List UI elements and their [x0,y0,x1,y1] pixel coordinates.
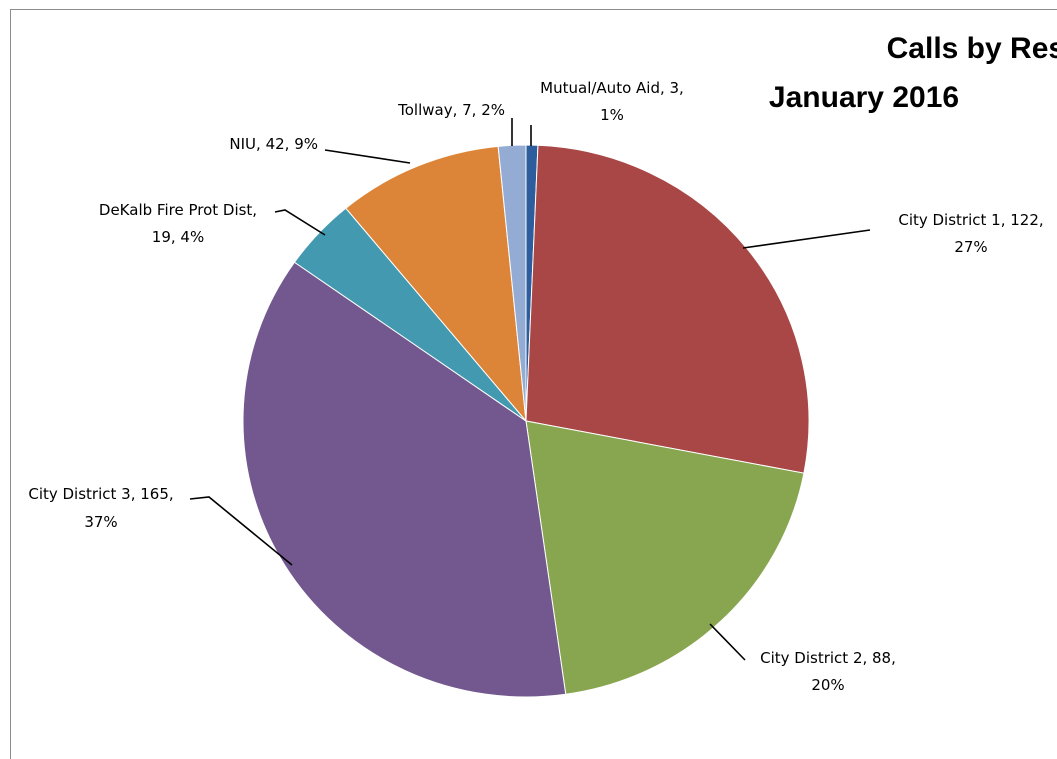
data-label-2-line-1: City District 1, 122, [898,211,1043,229]
data-label-6-line-1: NIU, 42, 9% [229,135,318,153]
data-label-2-line-2: 27% [954,238,987,256]
leader-line-3 [709,623,746,661]
leader-line-5 [274,209,326,236]
data-label-3-line-1: City District 2, 88, [760,649,896,667]
pie-slices [242,144,810,698]
data-label-4-line-1: City District 3, 165, [28,485,173,503]
data-labels: Mutual/Auto Aid, 3, 1% City District 1, 12… [28,79,1043,694]
data-label-7-line-1: Tollway, 7, 2% [397,101,505,119]
data-label-1-line-2: 1% [600,106,624,124]
data-label-1-line-1: Mutual/Auto Aid, 3, [540,79,684,97]
data-label-4-line-2: 37% [84,513,117,531]
chart-title-line-2: January 2016 [769,81,959,114]
pie-slice-city-district-3 [242,261,567,698]
leader-line-6 [324,149,411,164]
leader-line-2 [742,229,871,249]
chart-title-line-1: Calls by Response Area [887,32,1057,65]
leader-lines [189,118,871,661]
pie-slice-city-district-1 [525,144,810,474]
chart-frame [10,9,1057,759]
pie-slice-city-district-2 [525,420,805,695]
leader-line-4 [189,496,293,566]
data-label-5-line-1: DeKalb Fire Prot Dist, [99,201,257,219]
data-label-5-line-2: 19, 4% [152,228,204,246]
data-label-3-line-2: 20% [811,676,844,694]
pie-slice-niu [345,145,527,423]
